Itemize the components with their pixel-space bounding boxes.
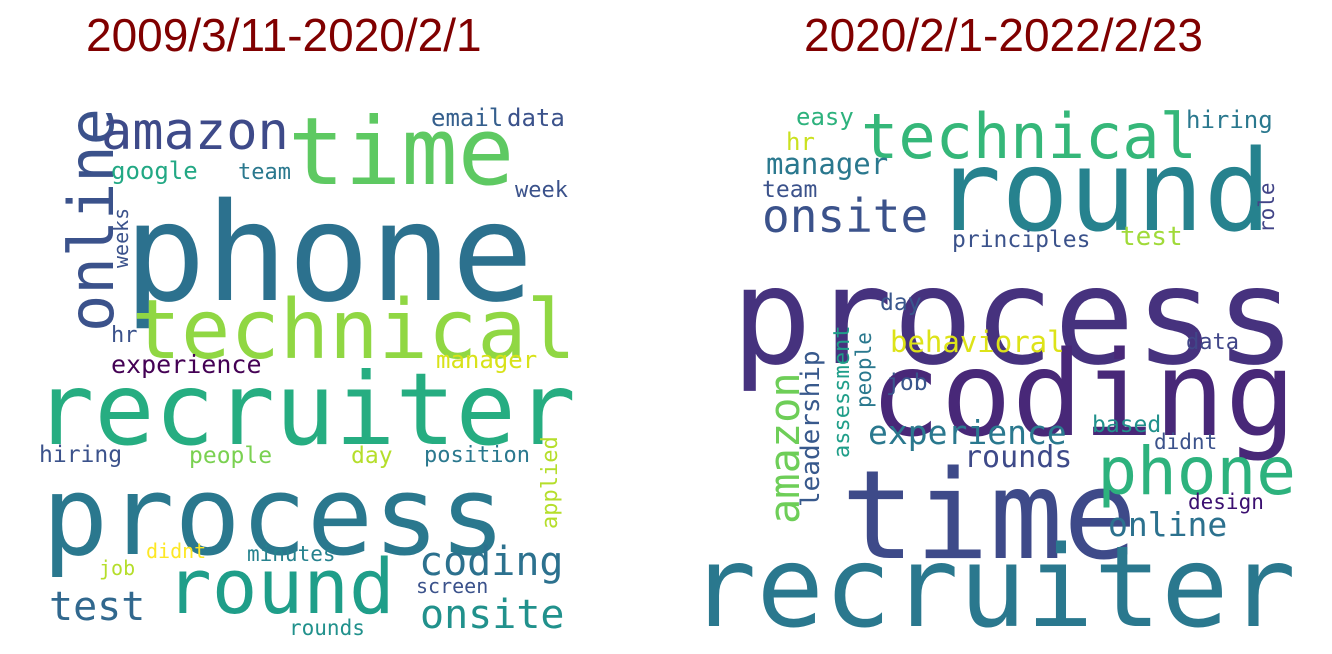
word-manager: manager <box>766 147 889 181</box>
word-online: online <box>1108 505 1228 544</box>
word-people: people <box>189 443 273 469</box>
word-round: round <box>934 127 1272 257</box>
word-data: data <box>1186 330 1239 355</box>
right-panel-title: 2020/2/1-2022/2/23 <box>804 9 1204 61</box>
word-technical: technical <box>861 100 1197 173</box>
word-experience: experience <box>111 350 262 379</box>
right-word-cloud: process coding time recruiter round tech… <box>689 96 1296 644</box>
word-design: design <box>1188 490 1264 514</box>
word-job: job <box>99 556 136 580</box>
word-round: round <box>166 542 395 631</box>
word-rounds: rounds <box>964 440 1073 475</box>
word-rounds: rounds <box>289 616 365 640</box>
word-experience: experience <box>868 413 1067 452</box>
word-test: test <box>49 584 146 630</box>
word-didnt: didnt <box>1154 430 1218 454</box>
word-screen: screen <box>416 574 489 598</box>
word-coding: coding <box>419 539 564 585</box>
word-people: people <box>852 332 876 408</box>
word-process: process <box>731 239 1296 395</box>
word-didnt: didnt <box>146 539 207 563</box>
word-recruiter: recruiter <box>689 523 1296 653</box>
word-hr: hr <box>111 323 138 348</box>
word-onsite: onsite <box>420 592 565 638</box>
word-position: position <box>424 443 530 468</box>
word-based: based <box>1092 412 1162 438</box>
word-role: role <box>1255 182 1279 233</box>
word-process: process <box>42 452 506 580</box>
word-manager: manager <box>436 346 538 374</box>
word-email: email <box>431 104 504 132</box>
word-recruiter: recruiter <box>34 351 576 468</box>
left-panel-title: 2009/3/11-2020/2/1 <box>86 9 482 61</box>
word-technical: technical <box>131 283 576 378</box>
word-google: google <box>111 157 198 185</box>
word-time: time <box>288 98 515 207</box>
word-hiring: hiring <box>1186 106 1273 134</box>
word-applied: applied <box>538 436 563 529</box>
word-phone: phone <box>1097 433 1296 510</box>
word-principles: principles <box>952 227 1091 253</box>
word-job: job <box>886 370 928 396</box>
word-test: test <box>1120 222 1183 252</box>
word-weeks: weeks <box>109 207 133 268</box>
word-time: time <box>841 445 1138 588</box>
word-coding: coding <box>869 325 1296 463</box>
word-easy: easy <box>796 103 854 131</box>
word-week: week <box>515 178 568 203</box>
word-day: day <box>351 443 393 469</box>
word-assessment: assessment <box>830 325 855 458</box>
word-team: team <box>762 177 818 203</box>
word-hr: hr <box>786 128 815 156</box>
word-phone: phone <box>124 175 534 333</box>
word-day: day <box>880 290 922 316</box>
left-word-cloud: phone recruiter process time technical o… <box>34 96 576 644</box>
word-amazon: amazon <box>101 102 289 162</box>
word-team: team <box>238 160 291 185</box>
word-leadership: leadership <box>796 350 826 507</box>
word-hiring: hiring <box>39 442 123 468</box>
word-behavioral: behavioral <box>890 325 1065 359</box>
word-onsite: onsite <box>762 189 929 243</box>
word-minutes: minutes <box>247 542 336 566</box>
word-data: data <box>507 104 565 132</box>
